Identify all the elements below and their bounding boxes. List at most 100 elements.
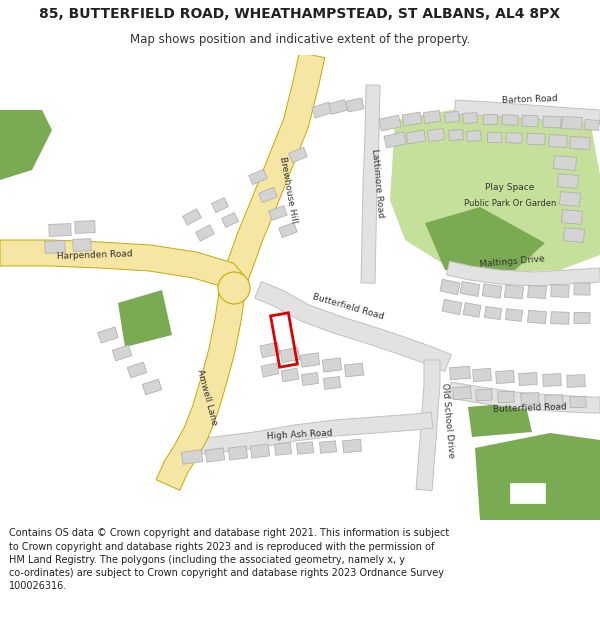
Polygon shape bbox=[518, 372, 538, 386]
Polygon shape bbox=[406, 130, 426, 144]
Polygon shape bbox=[570, 396, 586, 408]
Polygon shape bbox=[75, 221, 95, 233]
Polygon shape bbox=[300, 352, 320, 367]
Polygon shape bbox=[463, 302, 481, 318]
Polygon shape bbox=[585, 119, 599, 131]
Polygon shape bbox=[527, 286, 547, 299]
Polygon shape bbox=[118, 290, 172, 347]
Polygon shape bbox=[361, 85, 380, 283]
Polygon shape bbox=[323, 377, 341, 389]
Polygon shape bbox=[551, 312, 569, 324]
Polygon shape bbox=[156, 291, 245, 490]
Polygon shape bbox=[475, 433, 600, 520]
Polygon shape bbox=[476, 389, 493, 401]
Polygon shape bbox=[229, 446, 248, 460]
Polygon shape bbox=[49, 224, 71, 236]
Text: 85, BUTTERFIELD ROAD, WHEATHAMPSTEAD, ST ALBANS, AL4 8PX: 85, BUTTERFIELD ROAD, WHEATHAMPSTEAD, ST… bbox=[40, 7, 560, 21]
Polygon shape bbox=[182, 209, 202, 225]
Polygon shape bbox=[482, 284, 502, 298]
Polygon shape bbox=[142, 379, 162, 395]
Polygon shape bbox=[562, 209, 583, 224]
Polygon shape bbox=[543, 374, 561, 386]
Polygon shape bbox=[344, 363, 364, 377]
Circle shape bbox=[218, 272, 250, 304]
Polygon shape bbox=[178, 412, 433, 455]
Polygon shape bbox=[505, 309, 523, 321]
Text: Contains OS data © Crown copyright and database right 2021. This information is : Contains OS data © Crown copyright and d… bbox=[9, 528, 449, 591]
Text: Harpenden Road: Harpenden Road bbox=[57, 249, 133, 261]
Polygon shape bbox=[567, 375, 585, 388]
Polygon shape bbox=[289, 148, 307, 162]
Text: Butterfield Road: Butterfield Road bbox=[493, 402, 567, 414]
Text: Maltings Drive: Maltings Drive bbox=[479, 254, 545, 269]
Polygon shape bbox=[487, 132, 501, 142]
Polygon shape bbox=[473, 368, 491, 382]
Polygon shape bbox=[0, 110, 52, 180]
Polygon shape bbox=[98, 327, 118, 343]
Polygon shape bbox=[574, 312, 590, 324]
Polygon shape bbox=[505, 285, 524, 299]
Polygon shape bbox=[521, 392, 539, 406]
Text: Play Space: Play Space bbox=[485, 182, 535, 191]
Polygon shape bbox=[280, 348, 300, 362]
Polygon shape bbox=[390, 105, 600, 273]
Polygon shape bbox=[445, 111, 460, 123]
Polygon shape bbox=[467, 131, 481, 141]
Polygon shape bbox=[455, 100, 600, 124]
Polygon shape bbox=[219, 52, 325, 292]
Polygon shape bbox=[442, 299, 462, 315]
Polygon shape bbox=[506, 132, 522, 143]
Polygon shape bbox=[181, 449, 203, 464]
Polygon shape bbox=[259, 188, 277, 202]
Bar bbox=[510, 483, 545, 503]
Polygon shape bbox=[416, 360, 440, 491]
Polygon shape bbox=[379, 115, 401, 131]
Polygon shape bbox=[440, 279, 460, 295]
Polygon shape bbox=[562, 116, 583, 129]
Polygon shape bbox=[261, 363, 279, 377]
Polygon shape bbox=[260, 342, 280, 357]
Polygon shape bbox=[569, 136, 590, 149]
Polygon shape bbox=[274, 442, 292, 455]
Polygon shape bbox=[425, 207, 545, 270]
Polygon shape bbox=[320, 441, 337, 453]
Polygon shape bbox=[543, 116, 561, 128]
Polygon shape bbox=[205, 448, 225, 462]
Polygon shape bbox=[484, 306, 502, 319]
Polygon shape bbox=[322, 358, 341, 372]
Text: Brewhouse Hill: Brewhouse Hill bbox=[278, 156, 298, 224]
Polygon shape bbox=[212, 198, 229, 212]
Polygon shape bbox=[449, 129, 463, 141]
Polygon shape bbox=[250, 444, 269, 458]
Polygon shape bbox=[127, 362, 147, 378]
Polygon shape bbox=[402, 112, 422, 126]
Polygon shape bbox=[496, 371, 514, 384]
Text: Barton Road: Barton Road bbox=[502, 94, 558, 106]
Polygon shape bbox=[498, 391, 514, 403]
Text: Old School Drive: Old School Drive bbox=[440, 382, 456, 458]
Polygon shape bbox=[346, 98, 364, 112]
Polygon shape bbox=[427, 129, 445, 141]
Polygon shape bbox=[557, 174, 578, 188]
Polygon shape bbox=[254, 282, 451, 371]
Polygon shape bbox=[221, 213, 238, 228]
Polygon shape bbox=[73, 239, 91, 251]
Polygon shape bbox=[249, 169, 267, 184]
Polygon shape bbox=[424, 111, 440, 124]
Text: High Ash Road: High Ash Road bbox=[267, 429, 333, 441]
Polygon shape bbox=[384, 132, 406, 148]
Polygon shape bbox=[502, 115, 518, 125]
Text: Lattimore Road: Lattimore Road bbox=[370, 148, 386, 218]
Text: Public Park Or Garden: Public Park Or Garden bbox=[464, 199, 556, 208]
Polygon shape bbox=[452, 386, 472, 399]
Polygon shape bbox=[281, 368, 299, 382]
Polygon shape bbox=[45, 241, 65, 253]
Polygon shape bbox=[449, 366, 470, 379]
Polygon shape bbox=[279, 222, 297, 238]
Polygon shape bbox=[553, 156, 577, 171]
Polygon shape bbox=[563, 228, 584, 242]
Polygon shape bbox=[449, 382, 600, 413]
Text: Amwell Lane: Amwell Lane bbox=[195, 368, 219, 426]
Polygon shape bbox=[468, 402, 532, 437]
Polygon shape bbox=[522, 115, 538, 127]
